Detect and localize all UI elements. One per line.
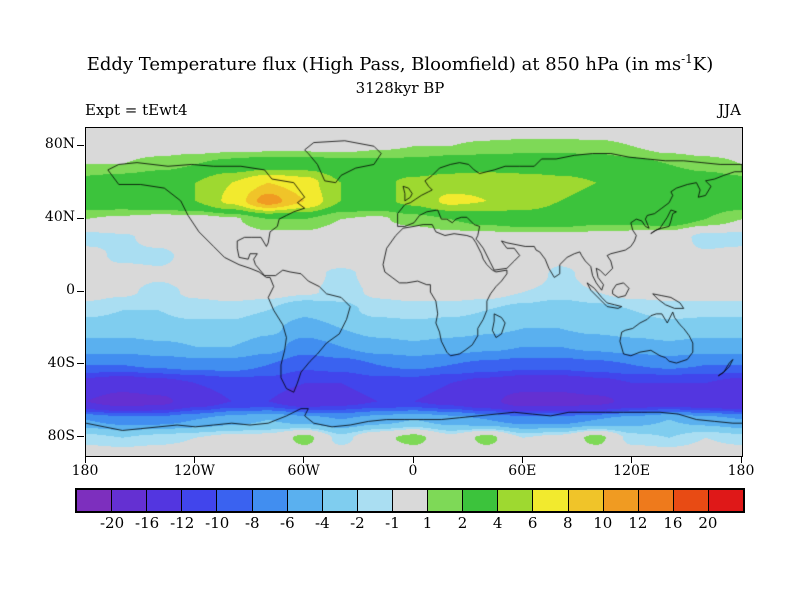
colorbar-cell — [497, 490, 533, 511]
colorbar-tick-label: -10 — [205, 514, 230, 532]
colorbar-cell — [602, 490, 638, 511]
lat-tick-label: 0 — [66, 282, 75, 298]
colorbar-tick-label: -2 — [350, 514, 365, 532]
lat-tick-label: 40N — [44, 209, 75, 226]
lon-tick-label: 60E — [508, 463, 537, 479]
colorbar-cell — [181, 490, 217, 511]
colorbar-cell — [251, 490, 287, 511]
colorbar-tick-label: 20 — [698, 514, 718, 532]
colorbar-cell — [321, 490, 357, 511]
season-label: JJA — [718, 101, 741, 119]
colorbar-tick-label: -8 — [244, 514, 260, 532]
title-text-end: K) — [692, 54, 714, 75]
lat-tick-mark — [77, 363, 84, 365]
plot-subtitle: 3128kyr BP — [355, 79, 445, 97]
map-canvas — [86, 128, 742, 456]
colorbar-cell — [286, 490, 322, 511]
lat-tick-label: 80N — [44, 136, 75, 153]
colorbar-cell — [391, 490, 428, 511]
colorbar-cell — [532, 490, 568, 511]
colorbar-cell — [216, 490, 252, 511]
colorbar-tick-label: -6 — [280, 514, 295, 532]
lat-tick-label: 40S — [47, 354, 75, 371]
lat-tick-mark — [77, 144, 84, 146]
colorbar-tick-label: -12 — [170, 514, 195, 532]
lon-tick-mark — [84, 457, 86, 463]
colorbar-tick-label: 8 — [562, 514, 573, 532]
colorbar-cell — [77, 490, 112, 511]
lon-tick-mark — [631, 457, 633, 463]
colorbar-cell — [637, 490, 673, 511]
colorbar-tick-label: 16 — [663, 514, 683, 532]
colorbar-cell — [111, 490, 147, 511]
colorbar-cell — [567, 490, 603, 511]
colorbar-tick-label: -4 — [315, 514, 330, 532]
lon-tick-label: 60W — [287, 463, 320, 479]
colorbar-tick-label: 1 — [422, 514, 433, 532]
lon-tick-mark — [740, 457, 742, 463]
lon-tick-label: 120W — [173, 463, 215, 479]
colorbar-tick-label: 12 — [628, 514, 648, 532]
title-text: Eddy Temperature flux (High Pass, Bloomf… — [86, 54, 682, 75]
title-superscript: -1 — [681, 52, 693, 66]
lon-tick-mark — [193, 457, 195, 463]
lon-tick-label: 0 — [408, 463, 418, 479]
colorbar-tick-label: 2 — [457, 514, 468, 532]
lon-tick-mark — [303, 457, 305, 463]
lat-tick-mark — [77, 217, 84, 219]
colorbar — [75, 488, 745, 513]
lat-tick-label: 80S — [47, 427, 75, 444]
colorbar-tick-label: 10 — [593, 514, 613, 532]
page-title: Eddy Temperature flux (High Pass, Bloomf… — [10, 52, 790, 75]
lon-tick-label: 180 — [727, 463, 755, 479]
colorbar-cell — [146, 490, 182, 511]
lon-tick-label: 180 — [71, 463, 99, 479]
colorbar-cell — [427, 490, 463, 511]
colorbar-tick-label: -1 — [385, 514, 400, 532]
colorbar-cell — [462, 490, 498, 511]
colorbar-cell — [356, 490, 392, 511]
colorbar-cell — [707, 490, 744, 511]
colorbar-tick-label: -20 — [99, 514, 125, 532]
colorbar-tick-label: -16 — [135, 514, 160, 532]
lat-tick-mark — [77, 436, 84, 438]
lon-tick-mark — [412, 457, 414, 463]
experiment-label: Expt = tEwt4 — [85, 101, 188, 119]
map-frame — [85, 127, 743, 457]
lon-tick-label: 120E — [613, 463, 651, 479]
lat-tick-mark — [77, 290, 84, 292]
colorbar-tick-label: 6 — [527, 514, 538, 532]
colorbar-tick-label: 4 — [492, 514, 503, 532]
colorbar-cell — [672, 490, 708, 511]
lon-tick-mark — [521, 457, 523, 463]
